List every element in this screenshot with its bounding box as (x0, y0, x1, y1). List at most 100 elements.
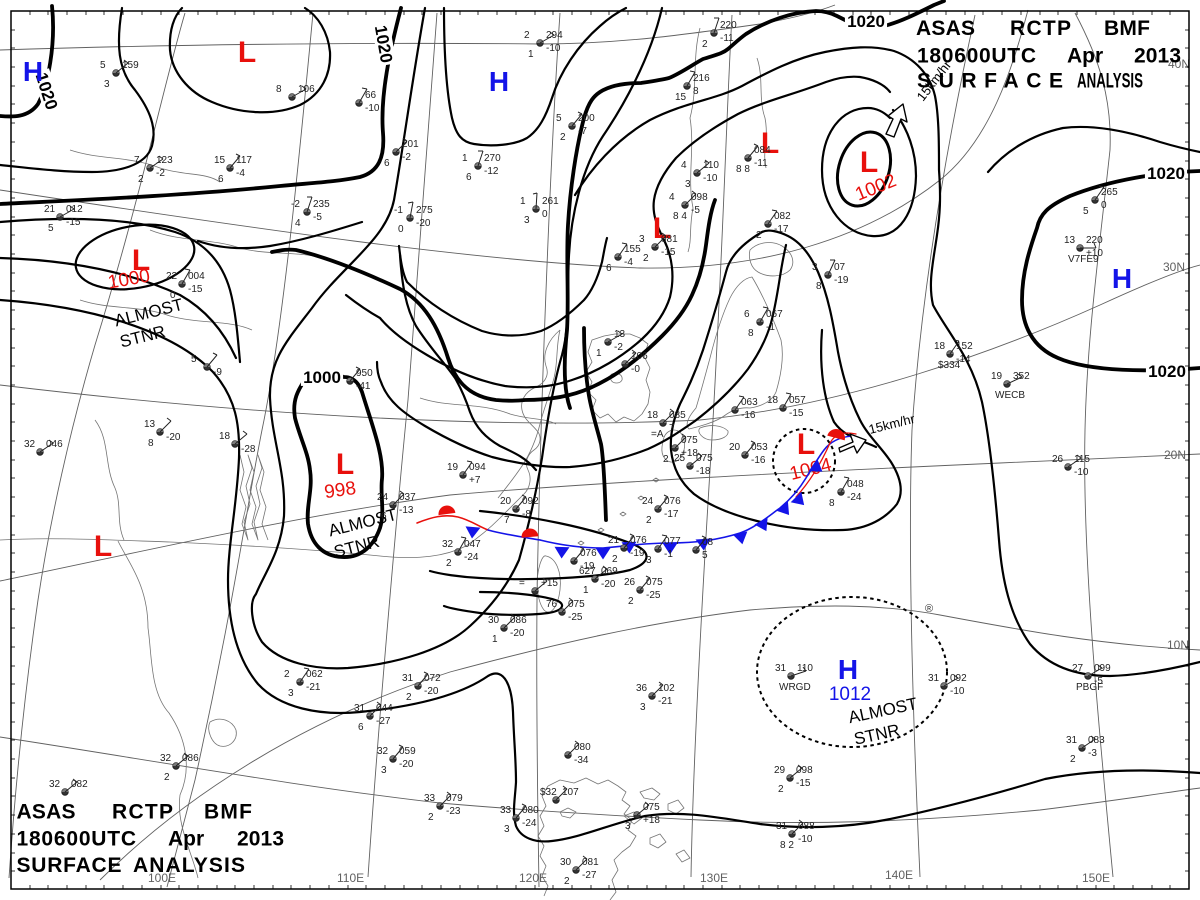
svg-text:2: 2 (628, 596, 634, 607)
svg-text:0: 0 (542, 209, 548, 220)
svg-text:20N: 20N (1164, 448, 1186, 462)
svg-text:ASAS: ASAS (17, 801, 76, 824)
svg-text:-20: -20 (166, 432, 181, 443)
svg-text:1012: 1012 (829, 684, 871, 705)
svg-text:Apr: Apr (168, 827, 204, 850)
svg-text:2: 2 (446, 558, 452, 569)
svg-text:2013: 2013 (1134, 45, 1181, 68)
svg-text:40N: 40N (1168, 57, 1190, 71)
svg-text:-12: -12 (484, 166, 499, 177)
svg-text:6: 6 (744, 309, 750, 320)
svg-text:-1: -1 (664, 549, 673, 560)
svg-text:32: 32 (49, 779, 61, 790)
svg-text:3: 3 (640, 702, 646, 713)
svg-text:-9: -9 (213, 367, 222, 378)
svg-text:26: 26 (1052, 454, 1064, 465)
svg-text:SURFACE: SURFACE (917, 70, 1063, 93)
svg-text:-10: -10 (950, 686, 965, 697)
svg-text:077: 077 (664, 536, 681, 547)
svg-text:5: 5 (1083, 206, 1089, 217)
svg-text:-25: -25 (646, 590, 661, 601)
svg-text:-15: -15 (796, 778, 811, 789)
svg-text:RCTP: RCTP (1010, 17, 1071, 40)
svg-text:072: 072 (424, 673, 441, 684)
svg-text:13: 13 (144, 419, 156, 430)
svg-text:31: 31 (776, 821, 788, 832)
svg-text:8: 8 (693, 86, 699, 97)
svg-text:6: 6 (384, 158, 390, 169)
svg-text:H: H (838, 654, 858, 685)
svg-text:2: 2 (428, 812, 434, 823)
svg-text:-4: -4 (236, 168, 245, 179)
svg-text:H: H (489, 66, 509, 97)
svg-text:079: 079 (446, 793, 463, 804)
svg-text:2: 2 (284, 669, 290, 680)
svg-text:-10: -10 (798, 834, 813, 845)
svg-text:®: ® (925, 603, 933, 615)
svg-text:2: 2 (1070, 754, 1076, 765)
svg-text:H: H (1112, 263, 1132, 294)
svg-text:31: 31 (1066, 735, 1078, 746)
svg-text:-15: -15 (188, 284, 203, 295)
svg-text:-13: -13 (399, 505, 414, 516)
svg-text:18: 18 (219, 431, 231, 442)
svg-text:067: 067 (766, 309, 783, 320)
svg-text:048: 048 (847, 479, 864, 490)
svg-text:24: 24 (377, 492, 389, 503)
svg-text:-5: -5 (1094, 676, 1103, 687)
svg-text:$32: $32 (540, 787, 557, 798)
svg-text:0: 0 (1101, 200, 1107, 211)
svg-text:106: 106 (298, 84, 315, 95)
svg-text:053: 053 (751, 442, 768, 453)
svg-text:20: 20 (729, 442, 741, 453)
svg-text:31: 31 (354, 703, 366, 714)
svg-text:082: 082 (71, 779, 88, 790)
svg-text:200: 200 (578, 113, 595, 124)
svg-text:110: 110 (797, 663, 813, 674)
svg-text:-20: -20 (601, 579, 616, 590)
svg-text:15: 15 (214, 155, 226, 166)
svg-text:L: L (336, 448, 354, 481)
svg-text:3: 3 (639, 234, 645, 245)
svg-text:062: 062 (306, 669, 323, 680)
svg-text:220: 220 (720, 20, 737, 31)
svg-text:24: 24 (642, 496, 654, 507)
svg-text:WECB: WECB (995, 390, 1025, 401)
svg-text:352: 352 (1013, 371, 1030, 382)
svg-text:33: 33 (424, 793, 436, 804)
svg-text:-27: -27 (582, 870, 597, 881)
svg-text:5: 5 (48, 223, 54, 234)
svg-text:-34: -34 (574, 755, 589, 766)
svg-text:275: 275 (416, 205, 433, 216)
svg-text:1020: 1020 (847, 12, 885, 31)
svg-text:998: 998 (323, 478, 357, 503)
svg-text:15: 15 (675, 92, 687, 103)
svg-text:004: 004 (188, 271, 205, 282)
svg-text:08: 08 (702, 537, 714, 548)
svg-text:8 4: 8 4 (673, 211, 687, 222)
svg-text:261: 261 (542, 196, 559, 207)
svg-text:+18: +18 (643, 815, 660, 826)
svg-text:075: 075 (681, 435, 698, 446)
svg-text:1000: 1000 (303, 368, 341, 387)
svg-text:66: 66 (365, 90, 377, 101)
svg-text:075: 075 (696, 453, 713, 464)
svg-text:-20: -20 (510, 628, 525, 639)
svg-text:085: 085 (669, 410, 686, 421)
svg-text:159: 159 (122, 60, 139, 71)
svg-text:8: 8 (276, 84, 282, 95)
svg-text:-20: -20 (424, 686, 439, 697)
svg-text:152: 152 (956, 341, 973, 352)
svg-text:8 8: 8 8 (736, 164, 750, 175)
svg-text:2: 2 (778, 784, 784, 795)
svg-text:6: 6 (466, 172, 472, 183)
svg-text:057: 057 (789, 395, 806, 406)
svg-text:-11: -11 (754, 158, 768, 169)
svg-text:155: 155 (624, 244, 641, 255)
svg-text:7: 7 (669, 423, 675, 434)
svg-text:-21: -21 (658, 696, 673, 707)
svg-text:2: 2 (646, 515, 652, 526)
svg-text:8: 8 (748, 328, 754, 339)
svg-text:083: 083 (1088, 735, 1105, 746)
svg-text:235: 235 (313, 199, 330, 210)
